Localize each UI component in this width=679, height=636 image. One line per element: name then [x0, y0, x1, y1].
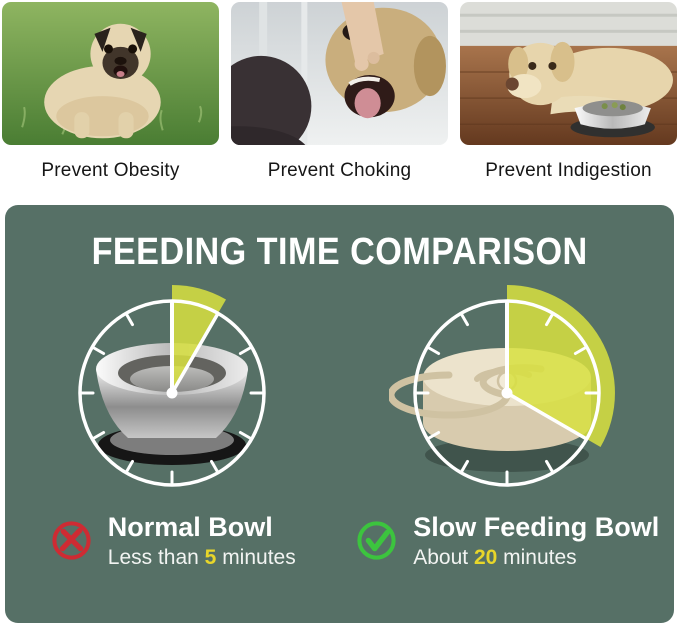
photo-prevent-choking [231, 2, 448, 145]
clock-center-dot [501, 387, 513, 399]
slow-bowl-text: Slow Feeding Bowl About 20 minutes [413, 512, 660, 569]
check-icon [357, 521, 396, 561]
slow-bowl-name: Slow Feeding Bowl [413, 512, 660, 542]
normal-bowl-time: Less than 5 minutes [107, 545, 296, 569]
end-hand [505, 391, 587, 440]
normal-bowl-clock-wrap [5, 275, 340, 511]
pug-dog [44, 23, 161, 139]
panel-title: FEEDING TIME COMPARISON [91, 231, 588, 273]
cross-icon [52, 521, 91, 561]
benefits-row: Prevent Obesity [0, 0, 679, 182]
normal-bowl-text: Normal Bowl Less than 5 minutes [107, 512, 296, 569]
benefit-choking: Prevent Choking [231, 2, 448, 182]
normal-bowl-legend: Normal Bowl Less than 5 minutes [5, 512, 340, 569]
slow-bowl-legend: Slow Feeding Bowl About 20 minutes [340, 512, 675, 569]
end-hand [170, 313, 219, 395]
clocks-row [5, 275, 674, 511]
minute-wedge [506, 285, 615, 447]
benefit-caption-indigestion: Prevent Indigestion [485, 160, 652, 181]
slow-bowl-minutes-value: 20 [473, 545, 498, 569]
slow-bowl-time: About 20 minutes [413, 545, 577, 569]
clock-center-dot [166, 387, 178, 399]
normal-bowl-minutes-value: 5 [204, 545, 217, 569]
slow-bowl-clock-wrap [340, 275, 675, 511]
metal-bowl [570, 100, 655, 138]
photo-prevent-indigestion [460, 2, 677, 145]
slow-feeding-bowl-clock [388, 285, 615, 487]
benefit-indigestion: Prevent Indigestion [460, 2, 677, 182]
legend-row: Normal Bowl Less than 5 minutes Slow Fee… [5, 512, 675, 569]
benefit-caption-obesity: Prevent Obesity [41, 160, 180, 181]
tick-marks [79, 312, 265, 486]
obese-pug-illustration [2, 2, 219, 145]
hand [341, 2, 384, 71]
normal-bowl-name: Normal Bowl [107, 512, 273, 542]
feeding-time-panel: FEEDING TIME COMPARISON [5, 205, 674, 623]
benefit-caption-choking: Prevent Choking [267, 160, 412, 181]
dog-mouth-check-illustration [231, 2, 448, 145]
tired-dog-illustration [460, 2, 677, 145]
person [231, 55, 312, 145]
benefit-obesity: Prevent Obesity [2, 2, 219, 182]
photo-prevent-obesity [2, 2, 219, 145]
normal-bowl-clock [78, 285, 266, 487]
